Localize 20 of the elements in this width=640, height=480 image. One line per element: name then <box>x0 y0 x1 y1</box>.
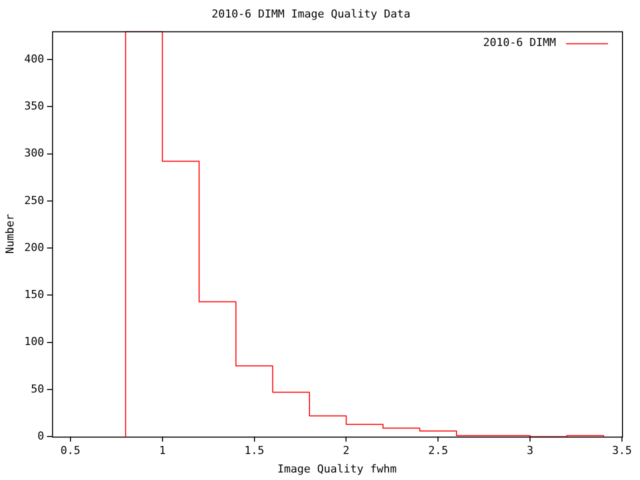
y-tick-label: 300 <box>24 146 44 160</box>
x-tick-label: 1.5 <box>244 444 264 458</box>
x-tick-label: 1 <box>159 444 166 458</box>
legend-label: 2010-6 DIMM <box>483 36 556 50</box>
x-tick-label: 3 <box>526 444 534 458</box>
y-axis-title: Number <box>3 214 16 254</box>
x-tick-label: 2.5 <box>428 444 448 458</box>
y-tick-label: 100 <box>24 335 44 348</box>
y-tick-label: 200 <box>24 240 44 254</box>
y-tick-label: 250 <box>24 194 44 207</box>
y-tick-label: 350 <box>24 99 44 112</box>
y-tick-label: 150 <box>24 288 44 302</box>
chart-title: 2010-6 DIMM Image Quality Data <box>212 7 410 20</box>
x-tick-label: 0.5 <box>60 444 80 458</box>
y-tick-label: 400 <box>24 52 44 66</box>
y-tick-label: 50 <box>30 382 44 396</box>
x-axis-title: Image Quality fwhm <box>277 462 398 476</box>
x-tick-label: 2 <box>342 444 350 458</box>
y-tick-label: 0 <box>37 429 44 442</box>
x-tick-label: 3.5 <box>612 444 632 458</box>
